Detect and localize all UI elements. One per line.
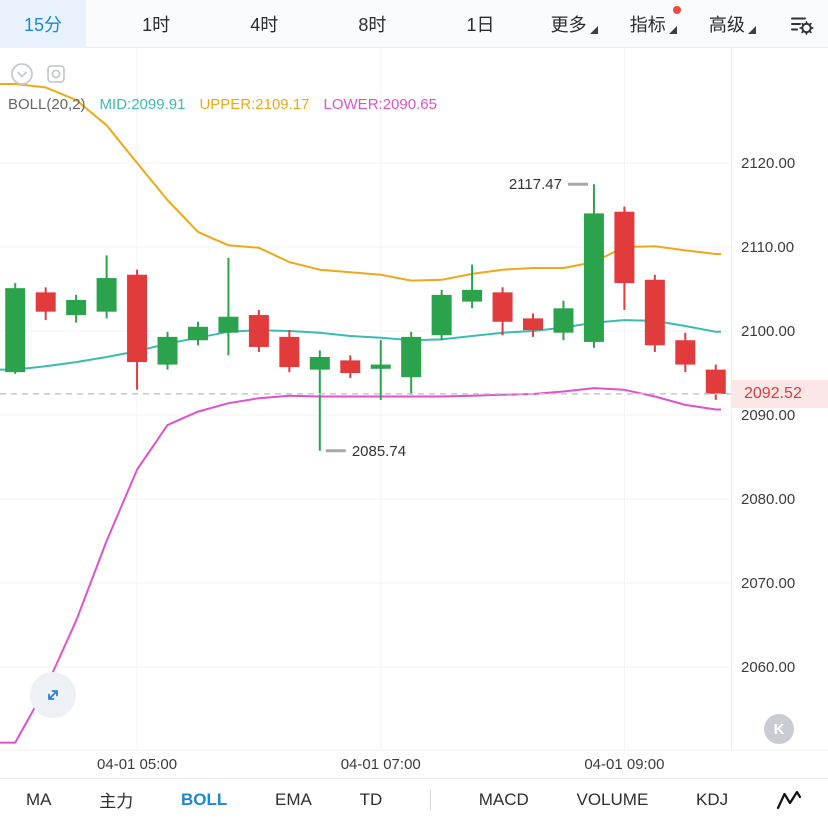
candlestick-chart[interactable]: 2120.00 2110.00 2100.00 2090.00 2080.00 2070.… bbox=[0, 48, 828, 778]
tab-8hour[interactable]: 8时 bbox=[358, 14, 387, 35]
chart-overlay-icons bbox=[10, 62, 68, 86]
boll-name: BOLL(20,2) bbox=[8, 96, 86, 113]
tab-4hour[interactable]: 4时 bbox=[250, 14, 279, 35]
indicator-tab-macd[interactable]: MACD bbox=[478, 789, 529, 809]
boll-upper-value: UPPER:2109.17 bbox=[199, 96, 310, 113]
dropdown-triangle-icon bbox=[668, 25, 677, 34]
indicator-tab-td[interactable]: TD bbox=[359, 789, 383, 809]
indicator-tab-boll[interactable]: BOLL bbox=[180, 789, 228, 809]
indicator-tab-volume[interactable]: VOLUME bbox=[576, 789, 649, 809]
svg-text:2070.00: 2070.00 bbox=[741, 575, 795, 592]
svg-text:04-01 07:00: 04-01 07:00 bbox=[341, 756, 421, 773]
menu-indicators[interactable]: 指标 bbox=[629, 0, 681, 48]
svg-text:04-01 09:00: 04-01 09:00 bbox=[584, 756, 664, 773]
screenshot-focus-icon[interactable] bbox=[44, 62, 68, 86]
menu-indicators-label: 指标 bbox=[629, 14, 666, 35]
svg-text:2060.00: 2060.00 bbox=[741, 659, 795, 676]
boll-lower-value: LOWER:2090.65 bbox=[323, 96, 437, 113]
notification-dot bbox=[672, 5, 681, 14]
svg-text:2117.47: 2117.47 bbox=[509, 176, 562, 193]
svg-text:2080.00: 2080.00 bbox=[741, 491, 795, 508]
svg-text:2085.74: 2085.74 bbox=[352, 443, 406, 460]
indicator-tab-kdj[interactable]: KDJ bbox=[696, 789, 729, 809]
indicator-tab-ma[interactable]: MA bbox=[26, 789, 52, 809]
tab-1hour[interactable]: 1时 bbox=[142, 14, 171, 35]
indicator-tab-ema[interactable]: EMA bbox=[274, 789, 312, 809]
svg-text:2100.00: 2100.00 bbox=[741, 323, 795, 340]
menu-more[interactable]: 更多 bbox=[551, 0, 598, 48]
svg-text:2120.00: 2120.00 bbox=[741, 155, 795, 172]
last-price-tag: 2092.52 bbox=[731, 379, 828, 408]
toolbar-divider bbox=[429, 789, 431, 810]
tab-1day[interactable]: 1日 bbox=[466, 14, 495, 35]
svg-text:2110.00: 2110.00 bbox=[741, 239, 794, 256]
draw-tool-icon[interactable] bbox=[776, 789, 802, 811]
collapse-chevron-circle-icon[interactable] bbox=[10, 62, 34, 86]
menu-advanced-label: 高级 bbox=[708, 14, 745, 35]
dropdown-triangle-icon bbox=[747, 25, 756, 34]
boll-mid-value: MID:2099.91 bbox=[99, 96, 186, 113]
expand-fullscreen-button[interactable] bbox=[30, 672, 76, 718]
indicator-settings-icon[interactable] bbox=[788, 11, 814, 37]
chart-area: BOLL(20,2) MID:2099.91 UPPER:2109.17 LOW… bbox=[0, 48, 828, 778]
svg-text:04-01 05:00: 04-01 05:00 bbox=[97, 756, 177, 773]
indicator-tab-main-force[interactable]: 主力 bbox=[99, 792, 134, 811]
tab-15min[interactable]: 15分 bbox=[0, 0, 87, 48]
menu-more-label: 更多 bbox=[550, 14, 587, 35]
k-line-badge[interactable]: K bbox=[764, 714, 794, 744]
indicator-toolbar: MA 主力 BOLL EMA TD MACD VOLUME KDJ bbox=[0, 778, 828, 820]
svg-text:2090.00: 2090.00 bbox=[741, 407, 795, 424]
boll-indicator-readout: BOLL(20,2) MID:2099.91 UPPER:2109.17 LOW… bbox=[8, 96, 437, 113]
menu-advanced[interactable]: 高级 bbox=[709, 0, 756, 48]
dropdown-triangle-icon bbox=[589, 25, 598, 34]
timeframe-toolbar: 15分 1时 4时 8时 1日 更多 指标 高级 bbox=[0, 0, 828, 48]
